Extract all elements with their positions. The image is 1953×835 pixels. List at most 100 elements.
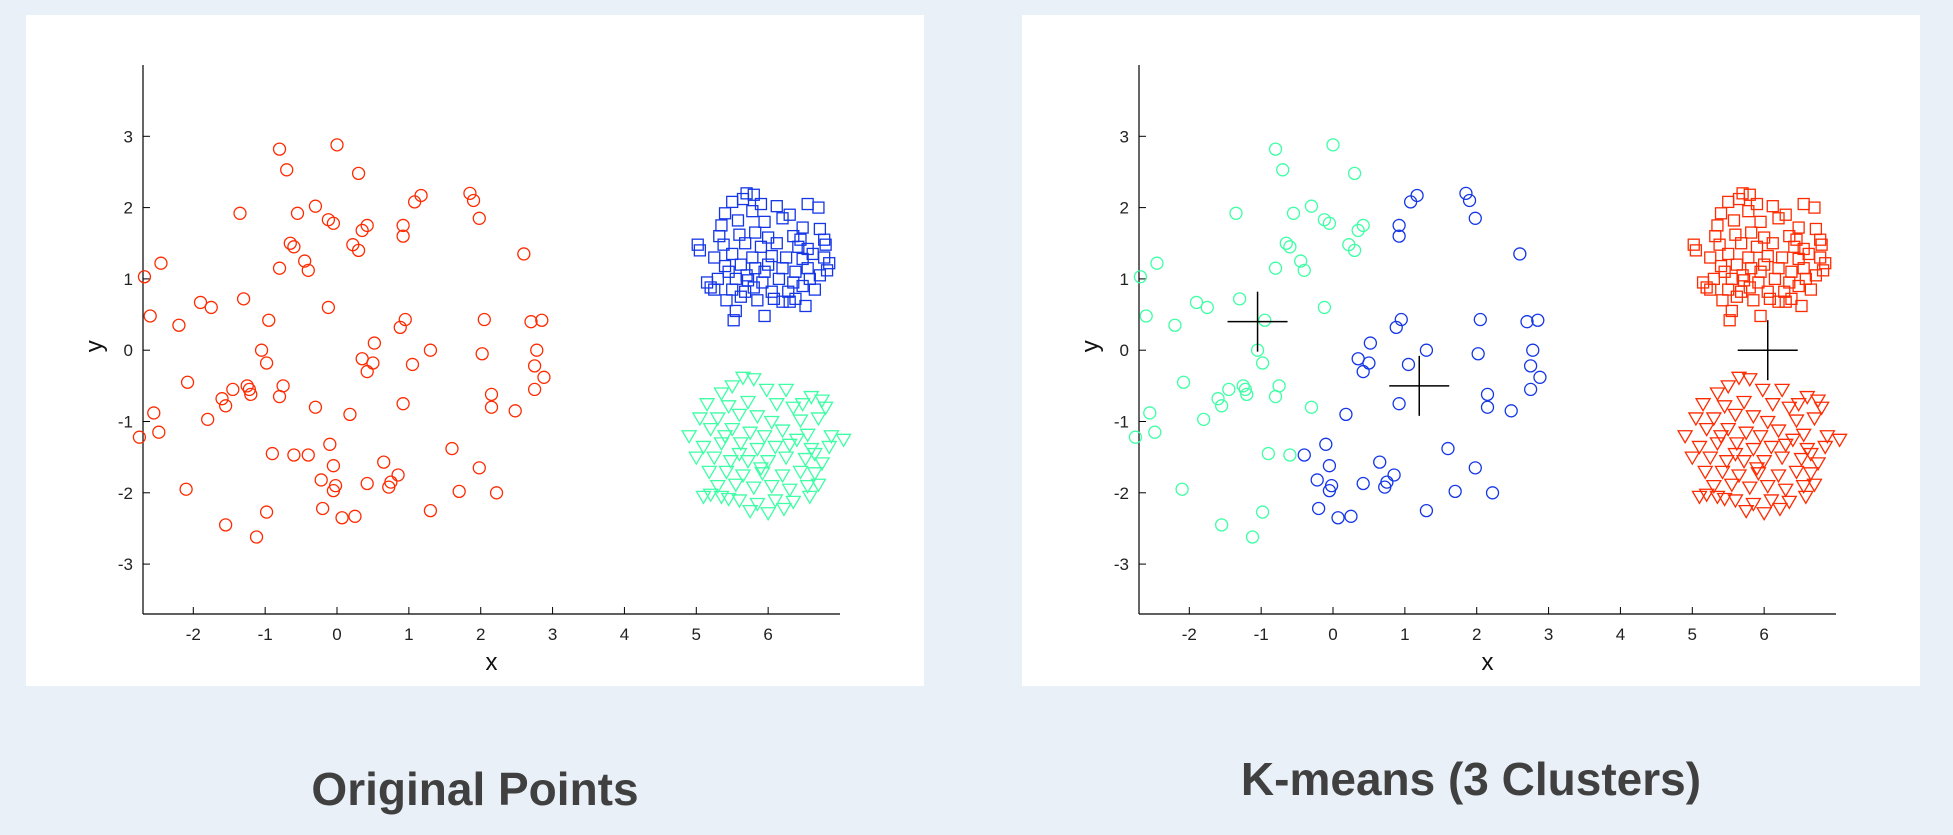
data-point [283, 236, 297, 250]
data-point [727, 314, 740, 327]
data-point [1304, 400, 1319, 414]
data-point [1763, 494, 1780, 509]
data-point [1419, 343, 1434, 357]
data-point [708, 283, 721, 296]
data-point [731, 408, 748, 423]
data-point [1716, 492, 1733, 507]
data-point [1128, 430, 1143, 444]
data-point [734, 469, 752, 484]
data-point [754, 240, 768, 253]
data-point [527, 359, 542, 373]
data-point [280, 163, 294, 177]
data-point [734, 258, 747, 271]
data-point [767, 494, 784, 509]
data-point [180, 375, 195, 389]
data-point [423, 343, 438, 357]
data-point [1790, 233, 1803, 246]
data-point [1804, 283, 1818, 296]
data-point [1286, 206, 1301, 220]
data-point [732, 437, 749, 452]
y-tick-label: 2 [124, 199, 133, 218]
data-point [360, 218, 374, 233]
data-point [1462, 193, 1477, 208]
data-point [355, 223, 369, 238]
data-point [758, 383, 775, 398]
data-point [1712, 430, 1730, 445]
data-point [739, 455, 757, 469]
y-tick-label: 0 [124, 341, 133, 360]
data-point [1504, 404, 1518, 418]
data-point [382, 480, 396, 494]
data-point [1459, 186, 1473, 200]
data-point [1741, 373, 1758, 388]
data-point [1738, 426, 1755, 441]
data-point [792, 465, 809, 480]
data-point [366, 356, 380, 370]
y-tick-label: -2 [118, 484, 133, 503]
data-point [1150, 256, 1164, 270]
data-point [761, 258, 775, 271]
y-tick-label: 1 [1120, 270, 1129, 289]
data-point [1378, 480, 1392, 494]
data-point [760, 507, 777, 522]
x-tick-label: 4 [1616, 625, 1625, 644]
data-point [377, 455, 391, 469]
data-point [1702, 451, 1719, 466]
data-point [1793, 452, 1810, 467]
data-point [729, 304, 742, 318]
data-point [746, 251, 759, 264]
data-point [731, 447, 748, 462]
data-point [1531, 313, 1545, 327]
data-point [799, 299, 812, 313]
data-point [308, 400, 323, 414]
data-point [779, 251, 793, 264]
data-point [1310, 473, 1324, 487]
data-point [726, 247, 739, 261]
data-point [1698, 488, 1715, 503]
data-point [405, 357, 420, 372]
data-point [1779, 295, 1792, 308]
data-point [695, 490, 712, 505]
data-point [776, 262, 789, 275]
data-point [1485, 486, 1500, 500]
data-point [1723, 478, 1740, 493]
data-point [1344, 509, 1358, 523]
data-point [806, 447, 823, 462]
data-point [1691, 440, 1708, 455]
data-point [1797, 490, 1814, 505]
data-point [1766, 200, 1779, 213]
data-point [742, 426, 759, 441]
data-point [1775, 251, 1789, 264]
data-point [765, 249, 778, 263]
data-point [1727, 214, 1741, 227]
data-point [711, 272, 724, 286]
data-point [792, 240, 805, 253]
data-point [1819, 430, 1836, 445]
data-point [1788, 240, 1801, 253]
data-point [265, 446, 279, 461]
data-point [201, 412, 215, 427]
data-point [351, 243, 366, 258]
y-axis-label: y [1077, 340, 1104, 352]
data-point [537, 370, 551, 384]
data-point [1745, 262, 1758, 275]
data-point [729, 272, 742, 286]
data-point [1403, 195, 1418, 209]
series-cluster-2 [1297, 186, 1547, 525]
data-point [1730, 469, 1748, 484]
caption-kmeans: K-means (3 Clusters) [1240, 753, 1702, 805]
y-tick-label: -1 [118, 412, 133, 431]
data-point [1401, 357, 1416, 372]
data-point [720, 400, 737, 415]
data-point [1718, 455, 1735, 469]
data-point [1687, 412, 1705, 427]
x-tick-label: 1 [1400, 625, 1409, 644]
data-point [758, 309, 771, 323]
data-point [1761, 285, 1774, 298]
data-point [472, 211, 486, 225]
series-blob-bottom [680, 371, 852, 522]
data-point [718, 465, 735, 480]
y-tick-label: -2 [1114, 484, 1129, 503]
data-point [193, 295, 208, 310]
data-point [774, 469, 791, 484]
